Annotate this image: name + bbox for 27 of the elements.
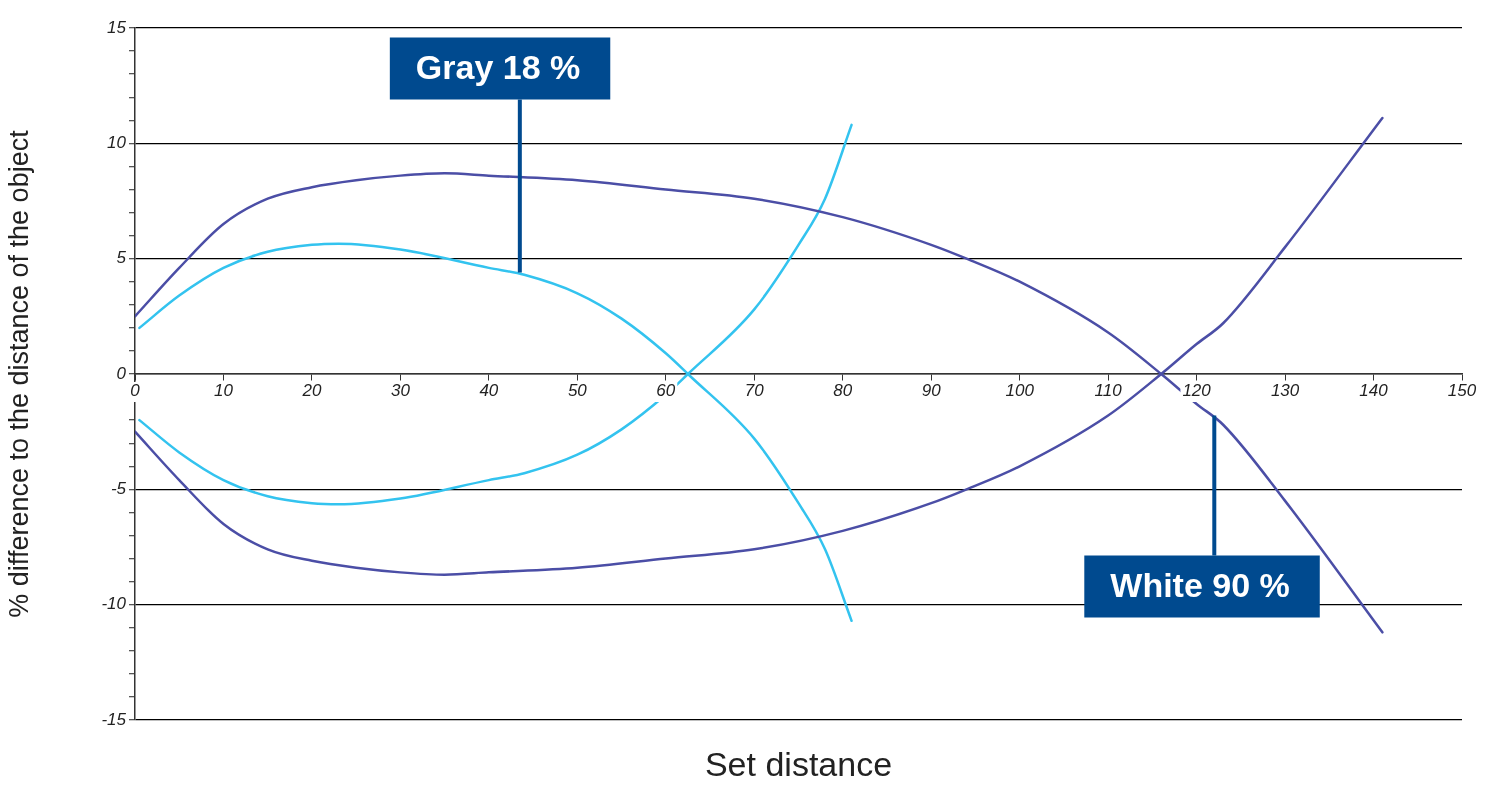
x-tick-label: 130 — [1270, 381, 1300, 401]
annotation: Gray 18 % — [415, 47, 581, 86]
y-tick-label: 10 — [107, 133, 127, 153]
x-tick-label: 140 — [1359, 381, 1389, 401]
x-tick-label: 0 — [130, 381, 141, 401]
x-tick-label: 10 — [214, 381, 234, 401]
x-tick-label: 90 — [921, 381, 942, 401]
y-tick-label: -5 — [110, 479, 127, 499]
x-tick-label: 60 — [656, 381, 676, 401]
y-axis-title: % difference to the distance of the object — [3, 129, 34, 618]
y-tick-label: 5 — [116, 248, 127, 268]
y-tick-label: -10 — [101, 594, 127, 614]
x-tick-label: 110 — [1094, 381, 1123, 401]
x-tick-label: 120 — [1182, 381, 1212, 401]
y-tick-label: -15 — [101, 709, 127, 729]
annotation: White 90 % — [1110, 565, 1290, 604]
x-tick-label: 40 — [479, 381, 499, 401]
y-tick-label: 15 — [107, 17, 127, 37]
x-tick-label: 20 — [301, 381, 322, 401]
x-tick-label: 80 — [833, 381, 853, 401]
x-tick-label: 30 — [390, 381, 411, 401]
x-tick-label: 70 — [744, 381, 765, 401]
x-tick-label: 50 — [567, 381, 588, 401]
x-axis-title: Set distance — [703, 745, 894, 784]
y-tick-label: 0 — [116, 363, 127, 383]
x-tick-label: 100 — [1005, 381, 1035, 401]
x-tick-label: 150 — [1447, 381, 1477, 401]
